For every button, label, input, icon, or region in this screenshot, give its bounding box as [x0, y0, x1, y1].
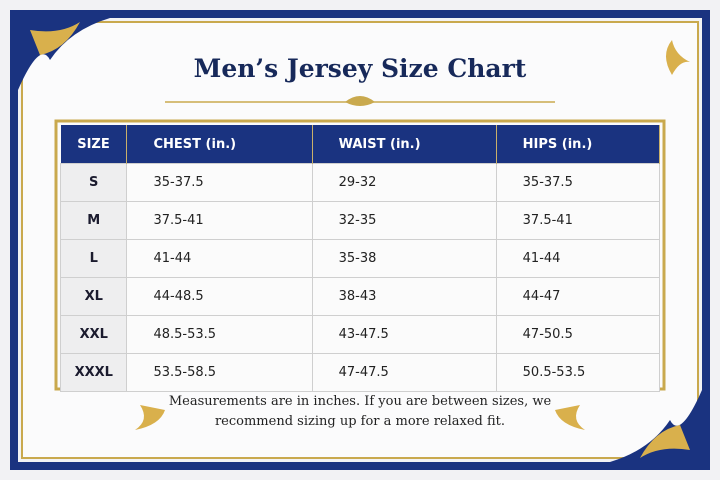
- size-cell: XXL: [59, 315, 128, 354]
- measure-cell: 44-48.5: [126, 277, 313, 316]
- size-cell: S: [59, 163, 128, 202]
- measure-cell: 35-38: [311, 239, 497, 278]
- measure-cell: 41-44: [495, 239, 661, 278]
- column-header: CHEST (in.): [126, 125, 313, 164]
- table-row: L 41-44 35-38 41-44: [59, 239, 661, 278]
- title: Men’s Jersey Size Chart: [193, 54, 527, 83]
- measure-cell: 50.5-53.5: [495, 353, 661, 392]
- measure-cell: 38-43: [311, 277, 497, 316]
- table-row: XXXL 53.5-58.5 47-47.5 50.5-53.5: [59, 353, 661, 392]
- table-row: XL 44-48.5 38-43 44-47: [59, 277, 661, 316]
- column-header: SIZE: [60, 125, 128, 164]
- footnote-line: recommend sizing up for a more relaxed f…: [214, 414, 506, 429]
- column-header: HIPS (in.): [496, 125, 661, 164]
- size-cell: M: [59, 201, 128, 240]
- measure-cell: 35-37.5: [126, 163, 313, 202]
- size-cell: L: [59, 239, 128, 278]
- measure-cell: 29-32: [311, 163, 497, 202]
- measure-cell: 43-47.5: [311, 315, 497, 354]
- measure-cell: 41-44: [126, 239, 313, 278]
- table-row: S 35-37.5 29-32 35-37.5: [59, 163, 661, 202]
- size-cell: XL: [59, 277, 128, 316]
- footnote-line: Measurements are in inches. If you are b…: [168, 394, 552, 409]
- measure-cell: 53.5-58.5: [126, 353, 313, 392]
- table-row: XXL 48.5-53.5 43-47.5 47-50.5: [59, 315, 661, 354]
- column-header: WAIST (in.): [312, 125, 497, 164]
- measure-cell: 48.5-53.5: [126, 315, 313, 354]
- footnote: Measurements are in inches. If you are b…: [0, 392, 720, 432]
- measure-cell: 47-50.5: [495, 315, 661, 354]
- measure-cell: 35-37.5: [495, 163, 661, 202]
- measure-cell: 37.5-41: [126, 201, 313, 240]
- measure-cell: 44-47: [495, 277, 661, 316]
- measure-cell: 37.5-41: [495, 201, 661, 240]
- measure-cell: 47-47.5: [311, 353, 497, 392]
- size-table: SIZE CHEST (in.) WAIST (in.) HIPS (in.) S 35-…: [59, 125, 661, 392]
- table-row: M 37.5-41 32-35 37.5-41: [59, 201, 661, 240]
- measure-cell: 32-35: [311, 201, 497, 240]
- size-cell: XXXL: [59, 353, 128, 392]
